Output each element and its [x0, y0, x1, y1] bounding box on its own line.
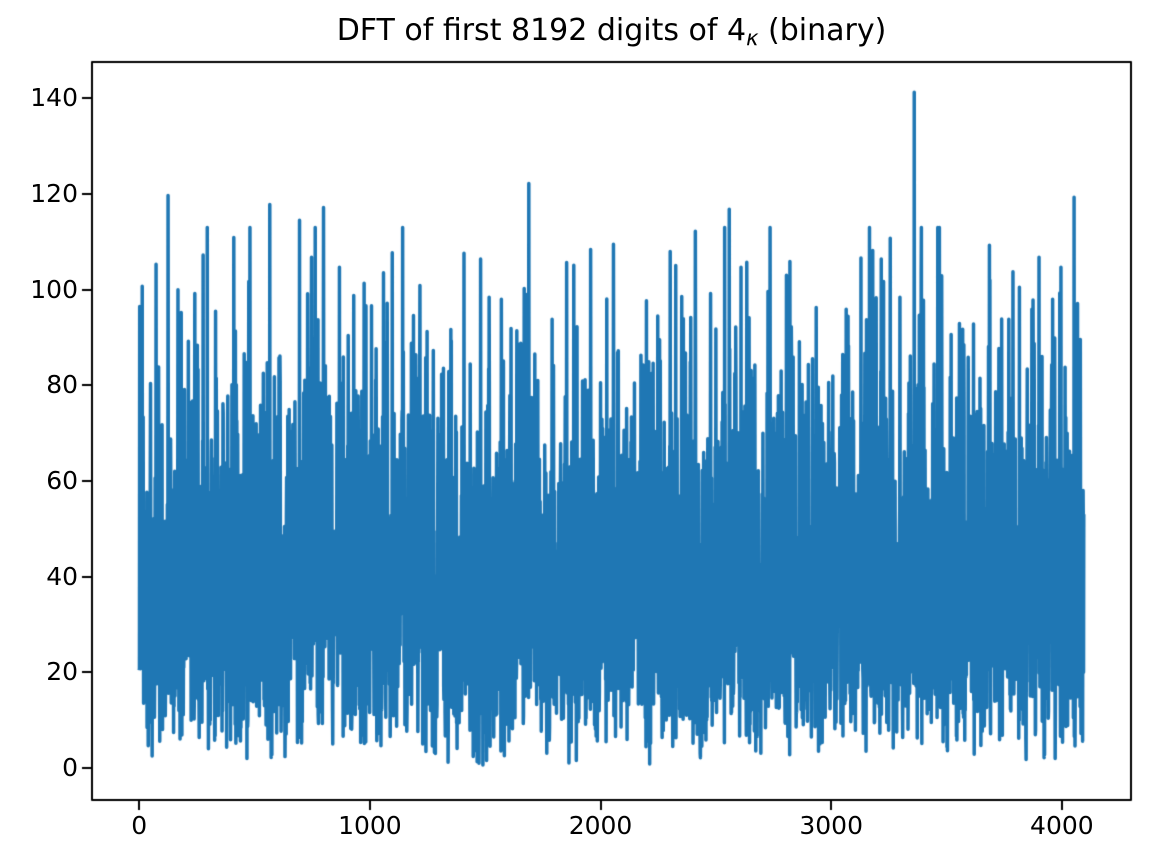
y-tick-label: 100 — [30, 274, 78, 304]
x-tick-label: 4000 — [1030, 811, 1094, 840]
x-tick-label: 3000 — [799, 811, 863, 840]
chart-title-text: DFT of first 8192 digits of 4 — [336, 13, 747, 48]
y-tick-label: 0 — [62, 752, 78, 782]
y-tick-label: 20 — [46, 657, 78, 687]
x-tick-label: 1000 — [338, 811, 402, 840]
y-tick-label: 80 — [46, 370, 78, 400]
y-tick-label: 140 — [30, 83, 78, 113]
x-tick-label: 2000 — [568, 811, 633, 840]
y-tick-label: 60 — [46, 465, 78, 495]
chart-title-suffix: (binary) — [758, 13, 887, 48]
x-tick-label: 0 — [131, 811, 148, 840]
chart-title-subscript: κ — [746, 26, 759, 50]
y-tick-label: 120 — [30, 179, 78, 208]
chart-title: DFT of first 8192 digits of 4κ (binary) — [92, 13, 1131, 50]
y-tick-label: 40 — [46, 561, 78, 591]
